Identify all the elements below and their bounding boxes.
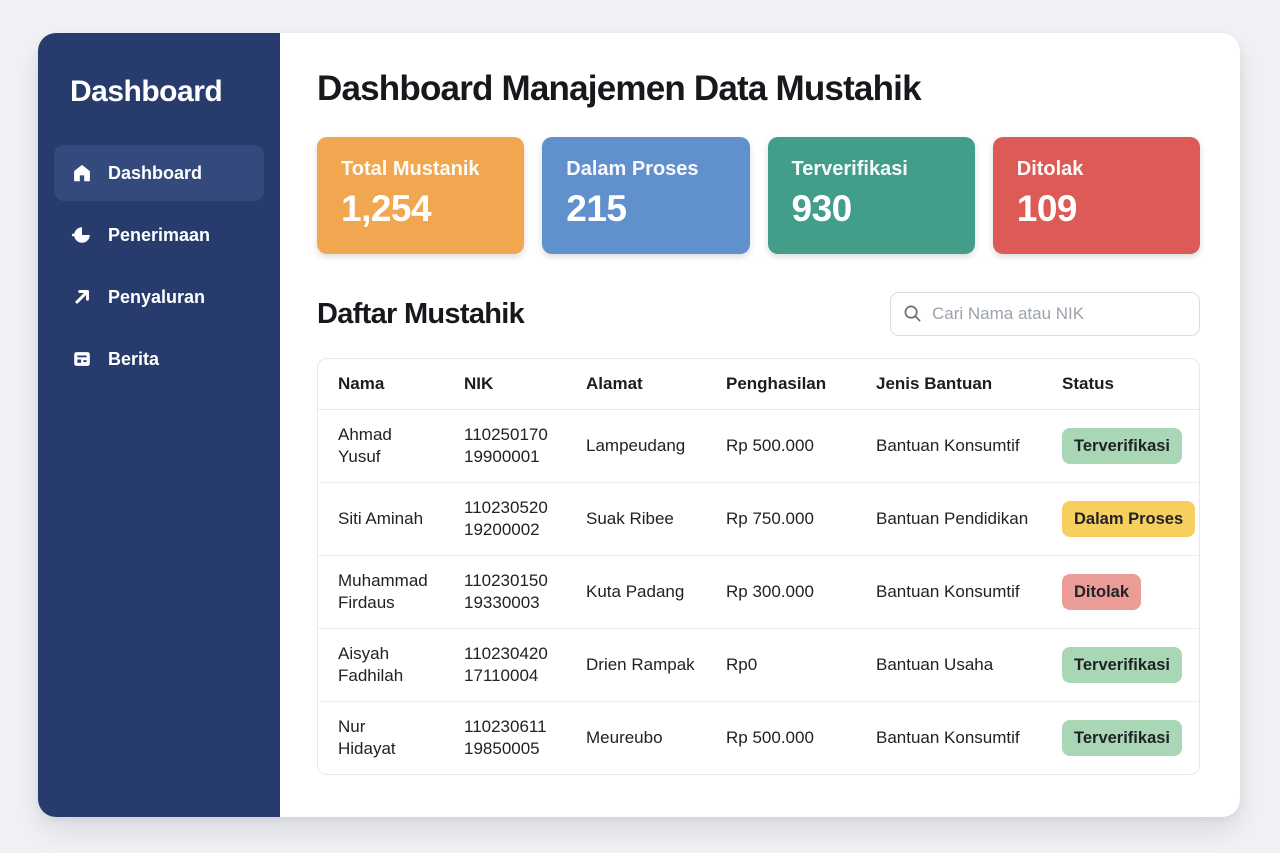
sidebar-item-label: Penerimaan [108,224,211,245]
income-cell: Rp 300.000 [706,555,856,629]
sidebar-item-label: Dashboard [108,162,203,183]
stat-card-ditolak: Ditolak 109 [992,137,1200,254]
column-header-nik: NIK [444,359,566,410]
address-cell: Suak Ribee [566,482,706,556]
mustahik-table: Nama NIK Alamat Penghasilan Jenis Bantua… [317,358,1200,775]
address-cell: Meureubo [586,728,663,747]
status-badge: Terverifikasi [1062,720,1183,756]
address-cell: Lampeudang [566,409,706,483]
name-cell: Ahmad Yusuf [318,409,444,483]
main-content: Dashboard Manajemen Data Mustahik Total … [280,33,1240,817]
stat-label: Ditolak [1016,158,1084,180]
name-cell: Nur Hidayat [338,717,396,758]
name-cell: Aisyah Fadhilah [318,628,444,702]
aid-type-cell: Bantuan Pendidikan [856,482,1042,556]
sidebar-nav: Dashboard Penerimaan Penyaluran [54,145,264,387]
send-icon [75,290,89,304]
stat-card-dalam-proses: Dalam Proses 215 [542,137,750,254]
sidebar-item-berita[interactable]: Berita [54,331,264,387]
table-header-row: Nama NIK Alamat Penghasilan Jenis Bantua… [318,359,1199,410]
status-cell: Ditolak [1042,555,1199,629]
name-cell: Siti Aminah [318,482,444,556]
status-badge: Ditolak [1062,574,1142,610]
table-row: Muhammad Firdaus 110230150 19330003 Kuta P… [318,555,1199,629]
name-cell: Muhammad Firdaus [318,555,444,629]
aid-type-cell: Bantuan Konsumtif [856,409,1042,483]
nik-cell: 110230420 17110004 [444,628,566,702]
search-input[interactable] [890,292,1200,336]
stat-label: Terverifikasi [791,158,908,180]
table-row: Siti Aminah 110230520 19200002 Suak Ribee R… [318,482,1199,556]
sidebar-title: Dashboard [70,75,223,108]
status-cell: Terverifikasi [1042,409,1199,483]
stat-card-terverifikasi: Terverifikasi 930 [767,137,975,254]
aid-type-cell: Bantuan Konsumtif [876,728,1020,747]
sidebar-item-penyaluran[interactable]: Penyaluran [54,269,264,325]
nik-cell: 110230520 19200002 [444,482,566,556]
address-cell: Kuta Padang [566,555,706,629]
column-header-jenis-bantuan: Jenis Bantuan [856,359,1042,410]
income-cell: Rp 500.000 [706,409,856,483]
stat-label: Dalam Proses [566,158,699,180]
stat-card-total-mustanik: Total Mustanik 1,254 [317,137,525,254]
table-row: Nur Hidayat 110230611 19850005 Meureubo Rp … [318,702,1199,775]
status-badge: Terverifikasi [1062,428,1183,464]
sidebar-item-label: Penyaluran [108,286,206,307]
nik-cell: 110230611 19850005 [464,717,547,758]
nik-cell: 110230150 19330003 [444,555,566,629]
table-row: Aisyah Fadhilah 110230420 17110004 Drien R… [318,628,1199,702]
app-window: Dashboard Dashboard Penerimaan [38,33,1240,817]
aid-type-cell: Bantuan Konsumtif [856,555,1042,629]
column-header-nama: Nama [318,359,444,410]
column-header-status: Status [1042,359,1199,410]
stat-value: 930 [791,188,853,229]
sidebar-item-label: Berita [108,348,160,369]
search-icon [904,305,921,322]
column-header-penghasilan: Penghasilan [706,359,856,410]
search-box [890,292,1200,336]
income-cell: Rp0 [706,628,856,702]
status-cell: Terverifikasi [1042,628,1199,702]
income-cell: Rp 500.000 [726,728,814,747]
nik-cell: 110250170 19900001 [444,409,566,483]
page-title: Dashboard Manajemen Data Mustahik [317,69,922,108]
column-header-alamat: Alamat [566,359,706,410]
stat-label: Total Mustanik [341,158,480,180]
status-cell: Dalam Proses [1042,482,1199,556]
list-header: Daftar Mustahik [317,292,1200,336]
stat-value: 109 [1016,188,1078,229]
sidebar-item-penerimaan[interactable]: Penerimaan [54,207,264,263]
aid-type-cell: Bantuan Usaha [856,628,1042,702]
receive-icon [71,227,90,243]
sidebar-item-dashboard[interactable]: Dashboard [54,145,264,201]
income-cell: Rp 750.000 [706,482,856,556]
status-badge: Terverifikasi [1062,647,1183,683]
status-badge: Dalam Proses [1062,501,1196,537]
table-row: Ahmad Yusuf 110250170 19900001 Lampeudang R… [318,409,1199,483]
section-title: Daftar Mustahik [317,297,525,330]
stat-cards: Total Mustanik 1,254 Dalam Proses 215 Te… [317,137,1200,254]
table-body: Ahmad Yusuf 110250170 19900001 Lampeudang R… [318,409,1199,775]
stat-value: 215 [566,188,627,229]
address-cell: Drien Rampak [566,628,706,702]
home-icon [74,164,90,182]
status-cell: Terverifikasi [1042,702,1199,775]
news-icon [74,352,90,366]
stat-value: 1,254 [341,188,432,229]
sidebar: Dashboard Dashboard Penerimaan [38,33,280,817]
